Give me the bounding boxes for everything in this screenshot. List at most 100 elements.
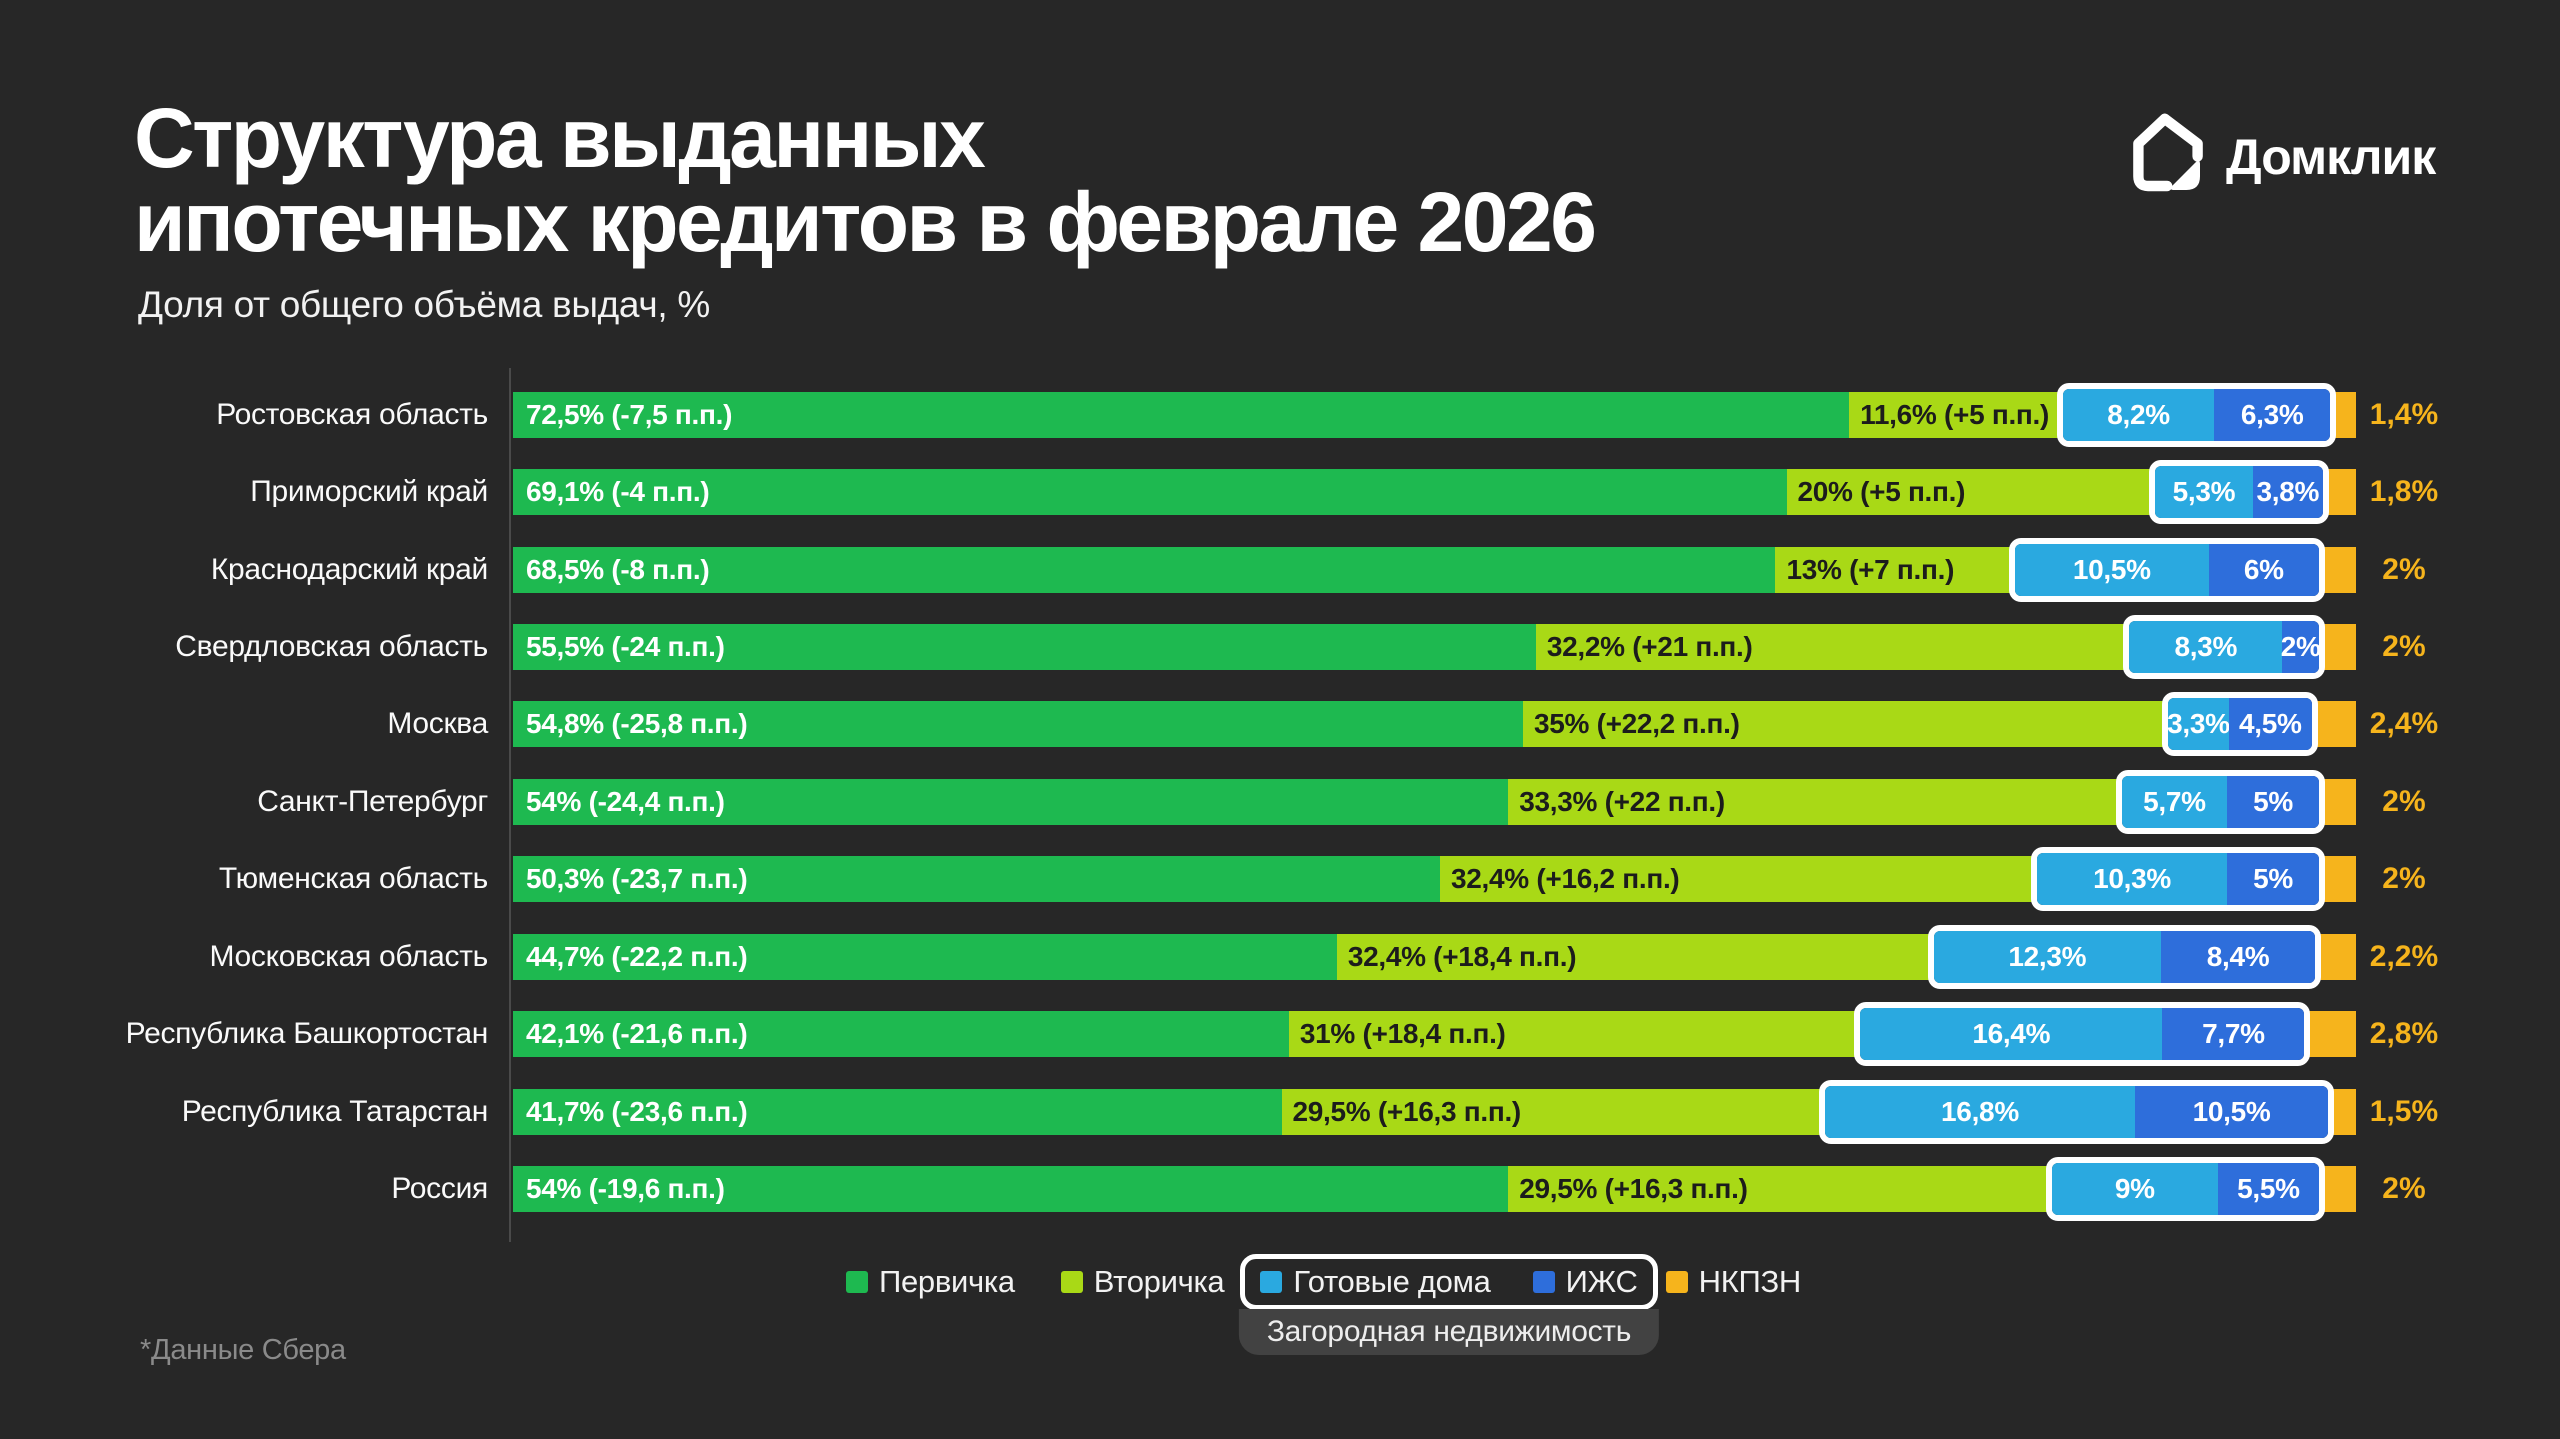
region-label: Россия (391, 1172, 488, 1206)
segment-pervichka: 54,8% (-25,8 п.п.) (513, 701, 1523, 748)
segment-nkpzn (2319, 624, 2356, 671)
nkpzn-value-label: 1,5% (2369, 1094, 2439, 1128)
nkpzn-value-label: 2,2% (2369, 939, 2439, 973)
segment-gotovye-doma-label: 10,3% (2093, 863, 2171, 895)
chart-row: Тюменская область 50,3% (-23,7 п.п.) 32,… (0, 841, 2560, 918)
data-source-footnote: *Данные Сбера (140, 1334, 346, 1366)
segment-izhs-label: 5,5% (2237, 1173, 2300, 1205)
segment-pervichka-label: 50,3% (-23,7 п.п.) (526, 863, 748, 895)
segment-vtorichka-label: 35% (+22,2 п.п.) (1533, 708, 1740, 740)
legend-item-gotovye-doma: Готовые дома (1260, 1259, 1491, 1305)
segment-gotovye-doma: 10,3% (2037, 853, 2227, 906)
segment-gotovye-doma: 9% (2051, 1163, 2218, 1216)
region-label: Республика Татарстан (181, 1094, 489, 1128)
segment-izhs-label: 8,4% (2206, 940, 2270, 972)
legend-suburban-box: Готовые дома ИЖС (1240, 1254, 1658, 1310)
segment-pervichka: 54% (-24,4 п.п.) (513, 778, 1509, 825)
segment-gotovye-doma: 16,8% (1825, 1085, 2135, 1138)
chart-row: Санкт-Петербург 54% (-24,4 п.п.) 33,3% (… (0, 763, 2560, 840)
segment-vtorichka: 31% (+18,4 п.п.) (1288, 1011, 1861, 1058)
chart-row: Приморский край 69,1% (-4 п.п.) 20% (+5 … (0, 453, 2560, 530)
stacked-bar: 44,7% (-22,2 п.п.) 32,4% (+18,4 п.п.) 12… (513, 918, 2356, 995)
segment-pervichka: 68,5% (-8 п.п.) (513, 546, 1776, 593)
segment-izhs: 5,5% (2217, 1163, 2320, 1216)
segment-pervichka-label: 42,1% (-21,6 п.п.) (526, 1018, 748, 1050)
segment-pervichka: 41,7% (-23,6 п.п.) (513, 1088, 1282, 1135)
stacked-bar: 50,3% (-23,7 п.п.) 32,4% (+16,2 п.п.) 10… (513, 841, 2356, 918)
segment-gotovye-doma-label: 5,3% (2172, 476, 2236, 508)
segment-vtorichka: 20% (+5 п.п.) (1786, 469, 2156, 516)
suburban-highlight-box: 5,7% 5% (2115, 769, 2326, 834)
segment-izhs: 7,7% (2162, 1008, 2305, 1061)
segment-nkpzn (2319, 546, 2356, 593)
title-line-2: ипотечных кредитов в феврале 2026 (134, 175, 1597, 269)
stacked-bar: 55,5% (-24 п.п.) 32,2% (+21 п.п.) 8,3% 2… (513, 608, 2356, 685)
nkpzn-value-label: 1,4% (2369, 397, 2439, 431)
stacked-bar: 68,5% (-8 п.п.) 13% (+7 п.п.) 10,5% 6% (513, 531, 2356, 608)
segment-pervichka-label: 54,8% (-25,8 п.п.) (526, 708, 748, 740)
chart-row: Россия 54% (-19,6 п.п.) 29,5% (+16,3 п.п… (0, 1150, 2560, 1227)
segment-pervichka: 44,7% (-22,2 п.п.) (513, 933, 1337, 980)
segment-izhs-label: 6,3% (2240, 398, 2304, 430)
segment-izhs-label: 6% (2243, 553, 2284, 585)
region-label: Тюменская область (218, 862, 488, 896)
segment-izhs-label: 5% (2253, 785, 2293, 817)
title-line-1: Структура выданных (134, 91, 986, 185)
nkpzn-value-label: 2,8% (2369, 1017, 2439, 1051)
stacked-bar: 54,8% (-25,8 п.п.) 35% (+22,2 п.п.) 3,3%… (513, 686, 2356, 763)
region-label: Приморский край (250, 475, 488, 509)
segment-pervichka: 50,3% (-23,7 п.п.) (513, 856, 1441, 903)
segment-pervichka: 54% (-19,6 п.п.) (513, 1166, 1509, 1213)
segment-pervichka: 69,1% (-4 п.п.) (513, 469, 1787, 516)
page-subtitle: Доля от общего объёма выдач, % (138, 284, 710, 325)
suburban-highlight-box: 10,3% 5% (2031, 847, 2326, 912)
segment-vtorichka-label: 33,3% (+22 п.п.) (1519, 785, 1725, 817)
segment-izhs: 5% (2226, 775, 2320, 828)
segment-vtorichka-label: 29,5% (+16,3 п.п.) (1519, 1173, 1748, 1205)
chart-row: Краснодарский край 68,5% (-8 п.п.) 13% (… (0, 531, 2560, 608)
segment-gotovye-doma-label: 16,4% (1972, 1018, 2051, 1050)
stacked-bar: 54% (-19,6 п.п.) 29,5% (+16,3 п.п.) 9% 5… (513, 1150, 2356, 1227)
segment-vtorichka: 35% (+22,2 п.п.) (1522, 701, 2168, 748)
segment-gotovye-doma-label: 12,3% (2008, 940, 2087, 972)
segment-vtorichka: 29,5% (+16,3 п.п.) (1508, 1166, 2052, 1213)
segment-gotovye-doma: 12,3% (1933, 930, 2161, 983)
segment-pervichka-label: 54% (-19,6 п.п.) (526, 1173, 725, 1205)
segment-vtorichka: 33,3% (+22 п.п.) (1508, 778, 2122, 825)
segment-izhs-label: 2% (2280, 631, 2321, 663)
page-title: Структура выданных ипотечных кредитов в ф… (134, 96, 1597, 264)
segment-gotovye-doma: 8,2% (2062, 388, 2215, 441)
legend-label-pervichka: Первичка (879, 1264, 1015, 1299)
segment-izhs-label: 3,8% (2256, 476, 2320, 508)
segment-gotovye-doma: 8,3% (2129, 621, 2283, 674)
segment-izhs: 10,5% (2134, 1085, 2329, 1138)
segment-gotovye-doma-label: 3,3% (2167, 708, 2230, 740)
segment-gotovye-doma: 10,5% (2015, 543, 2209, 596)
stacked-bar: 41,7% (-23,6 п.п.) 29,5% (+16,3 п.п.) 16… (513, 1073, 2356, 1150)
segment-pervichka-label: 44,7% (-22,2 п.п.) (526, 940, 748, 972)
gotovye-doma-swatch-icon (1260, 1271, 1283, 1293)
segment-pervichka-label: 69,1% (-4 п.п.) (526, 476, 710, 508)
segment-pervichka-label: 54% (-24,4 п.п.) (526, 785, 725, 817)
segment-gotovye-doma-label: 5,7% (2143, 785, 2206, 817)
segment-izhs: 2% (2280, 621, 2321, 674)
legend-item-nkpzn: НКПЗН (1665, 1254, 1802, 1310)
mortgage-structure-chart: Ростовская область 72,5% (-7,5 п.п.) 11,… (0, 376, 2560, 1228)
segment-vtorichka: 32,4% (+16,2 п.п.) (1440, 856, 2038, 903)
legend-label-izhs: ИЖС (1565, 1264, 1638, 1299)
legend-label-nkpzn: НКПЗН (1698, 1264, 1802, 1299)
segment-izhs-label: 10,5% (2192, 1095, 2271, 1127)
segment-gotovye-doma-label: 10,5% (2072, 553, 2151, 585)
chart-row: Республика Башкортостан 42,1% (-21,6 п.п… (0, 996, 2560, 1073)
nkpzn-value-label: 2% (2382, 784, 2426, 818)
stacked-bar: 72,5% (-7,5 п.п.) 11,6% (+5 п.п.) 8,2% 6… (513, 376, 2356, 453)
domclick-logo: Домклик (2128, 112, 2436, 201)
legend-item-pervichka: Первичка (846, 1254, 1015, 1310)
segment-pervichka-label: 68,5% (-8 п.п.) (526, 553, 710, 585)
legend-label-vtorichka: Вторичка (1093, 1264, 1225, 1299)
segment-nkpzn (2319, 778, 2356, 825)
legend-item-vtorichka: Вторичка (1060, 1254, 1225, 1310)
stacked-bar: 69,1% (-4 п.п.) 20% (+5 п.п.) 5,3% 3,8% (513, 453, 2356, 530)
nkpzn-value-label: 2,4% (2369, 707, 2439, 741)
